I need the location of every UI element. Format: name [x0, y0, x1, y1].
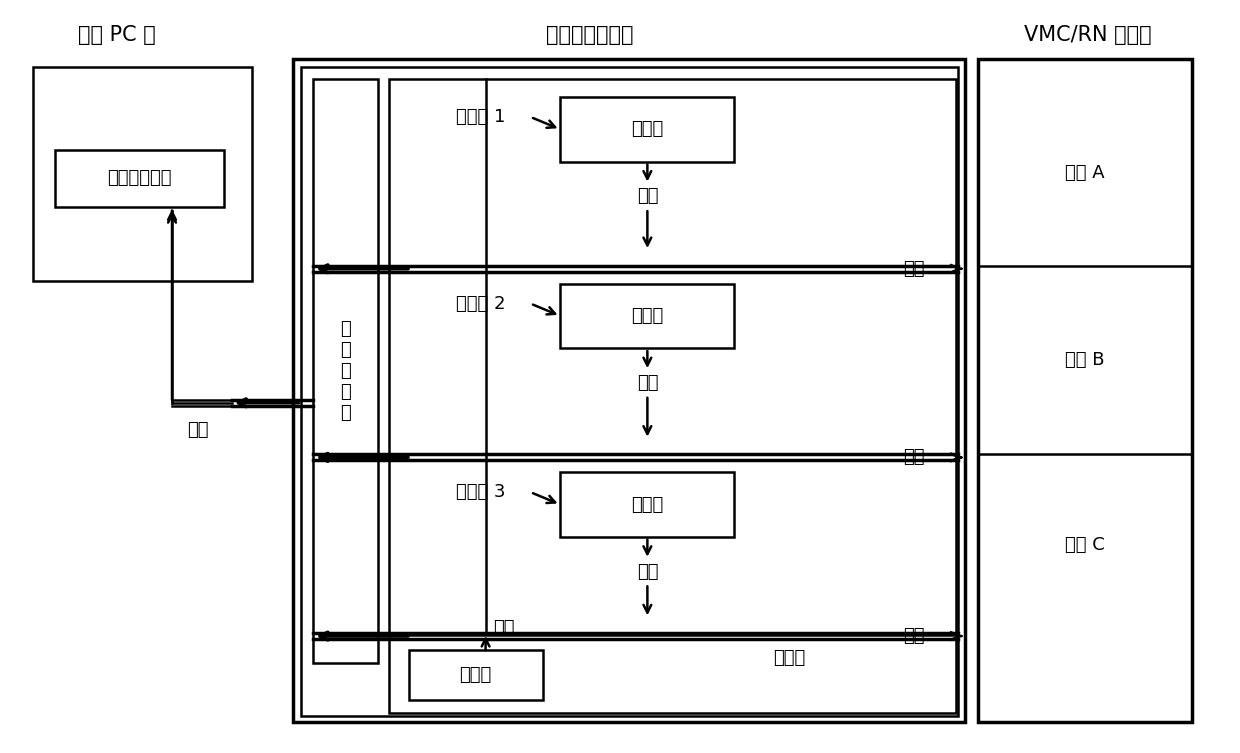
Bar [560, 284, 734, 348]
Text: 数
据
交
换
机: 数 据 交 换 机 [340, 321, 351, 422]
Text: 时钟源: 时钟源 [460, 666, 492, 684]
Bar [314, 79, 378, 663]
Bar [409, 650, 543, 700]
Text: 采集: 采集 [903, 627, 925, 645]
Text: 通道 B: 通道 B [1065, 351, 1105, 369]
Bar [560, 97, 734, 162]
Text: 计数器: 计数器 [631, 307, 663, 325]
Text: 标记: 标记 [636, 562, 658, 581]
Bar [55, 150, 223, 207]
Bar [389, 266, 956, 454]
Bar [389, 454, 956, 633]
Text: 采集卡 3: 采集卡 3 [456, 483, 506, 501]
Bar [560, 472, 734, 537]
Text: 数据解析软件: 数据解析软件 [107, 169, 171, 187]
Text: 通道 C: 通道 C [1065, 535, 1105, 553]
Text: 通道 A: 通道 A [1065, 163, 1105, 181]
Text: 采集卡 2: 采集卡 2 [456, 294, 506, 312]
Text: 嵌入式采集设备: 嵌入式采集设备 [547, 25, 634, 44]
Bar [978, 59, 1193, 722]
Text: 采集: 采集 [903, 260, 925, 278]
Bar [389, 79, 956, 266]
Text: VMC/RN 目标机: VMC/RN 目标机 [1024, 25, 1152, 44]
Text: 采集: 采集 [903, 448, 925, 466]
Text: 转发: 转发 [187, 421, 208, 438]
Text: 主控 PC 机: 主控 PC 机 [78, 25, 156, 44]
Text: 主控卡: 主控卡 [773, 649, 805, 667]
Text: 计数器: 计数器 [631, 120, 663, 139]
Bar [294, 59, 966, 722]
Text: 采集卡 1: 采集卡 1 [456, 108, 506, 126]
Bar [389, 635, 956, 712]
Text: 标记: 标记 [636, 187, 658, 206]
Bar [32, 67, 252, 281]
Bar [301, 67, 959, 716]
Text: 标记: 标记 [636, 374, 658, 392]
Text: 驱动: 驱动 [492, 619, 515, 637]
Text: 计数器: 计数器 [631, 495, 663, 514]
